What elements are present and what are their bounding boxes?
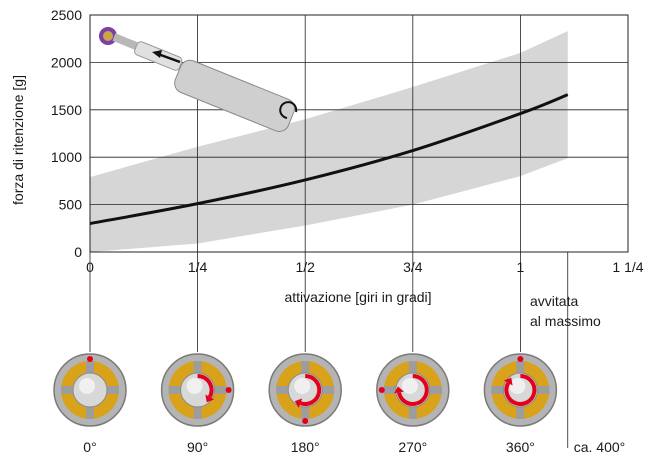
dial-row: 0° 90° 180° 270° 360° ca. 400° (53, 252, 626, 455)
dial-angle-label: 180° (291, 439, 320, 455)
rotation-arrow (299, 374, 322, 406)
tolerance-band (90, 31, 568, 253)
x-tick-label: 1 1/4 (612, 259, 643, 275)
dial-angle-label: 360° (506, 439, 535, 455)
y-tick-label: 500 (59, 197, 83, 213)
dial-highlight (294, 378, 311, 394)
dial-highlight (186, 378, 203, 394)
rotation-arrow (197, 374, 214, 398)
x-axis-label: attivazione [giri in gradi] (284, 289, 431, 305)
series-line-layer (89, 93, 569, 226)
final-angle-label: ca. 400° (574, 439, 626, 455)
y-axis-label: forza di ritenzione [g] (10, 75, 26, 205)
dial-marker (225, 387, 232, 393)
dial-marker (302, 418, 309, 424)
plot-frame (89, 14, 629, 253)
dial-marker (517, 356, 524, 362)
dial-highlight (79, 378, 95, 394)
y-tick-label: 1000 (51, 149, 82, 165)
dial-marker (378, 387, 385, 393)
dial-highlight (401, 378, 418, 394)
y-tick-label: 2000 (51, 54, 82, 70)
annotation-line-2: al massimo (530, 313, 601, 329)
y-tick-label: 2500 (51, 7, 82, 23)
dial-highlight (509, 378, 526, 394)
rotation-arrowhead (205, 394, 215, 403)
rotation-arrowhead (503, 377, 513, 386)
rotation-arrowhead (294, 398, 303, 408)
y-tick-label: 1500 (51, 102, 82, 118)
screwdriver-tool-illustration (99, 27, 298, 132)
dial-angle-label: 90° (187, 439, 208, 455)
dial-angle-label: 270° (398, 439, 427, 455)
rotation-arrow (504, 374, 537, 406)
rotation-arrow (397, 374, 429, 406)
tolerance-band-layer (90, 31, 568, 253)
annotation-line-1: avvitata (530, 293, 578, 309)
dial-marker (87, 356, 93, 362)
dial-angle-label: 0° (83, 439, 96, 455)
rotation-arrowhead (394, 386, 404, 394)
series-line (89, 93, 569, 226)
y-tick-label: 0 (74, 244, 82, 260)
